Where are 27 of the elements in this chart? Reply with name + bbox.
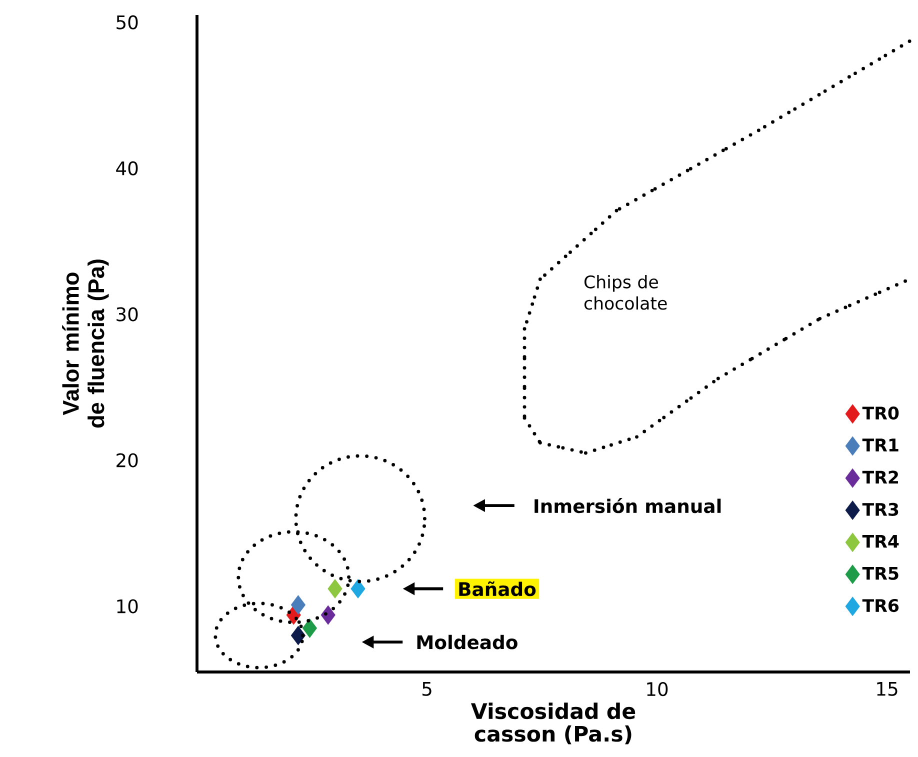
legend-label: TR3 [862, 502, 898, 516]
y-tick-label: 50 [116, 15, 138, 30]
annotation: Chips de chocolate [584, 275, 667, 310]
legend-label: TR1 [862, 438, 898, 452]
legend-label: TR2 [862, 470, 898, 484]
x-tick-label: 5 [422, 682, 432, 696]
y-axis-title: Valor mínimo de fluencia (Pa) [62, 260, 109, 428]
y-tick-label: 40 [116, 161, 138, 176]
point [320, 605, 336, 625]
x-tick-label: 15 [877, 682, 898, 696]
legend-label: TR5 [862, 567, 898, 580]
annotation: Bañado [459, 581, 536, 596]
point [290, 595, 306, 614]
annotation: Moldeado [417, 634, 518, 650]
point [302, 618, 317, 638]
legend-label: TR4 [862, 535, 899, 548]
annotation: Inmersión manual [534, 498, 721, 514]
y-tick-label: 20 [116, 453, 138, 468]
y-tick-label: 10 [117, 599, 138, 614]
point [350, 579, 366, 598]
point [328, 579, 342, 598]
x-axis-title: Viscosidad de casson (Pa.s) [470, 702, 636, 744]
point [290, 626, 306, 646]
legend-label: TR0 [862, 406, 899, 420]
y-tick-label: 30 [116, 307, 138, 322]
x-tick-label: 10 [647, 682, 668, 696]
legend-label: TR6 [862, 598, 899, 612]
